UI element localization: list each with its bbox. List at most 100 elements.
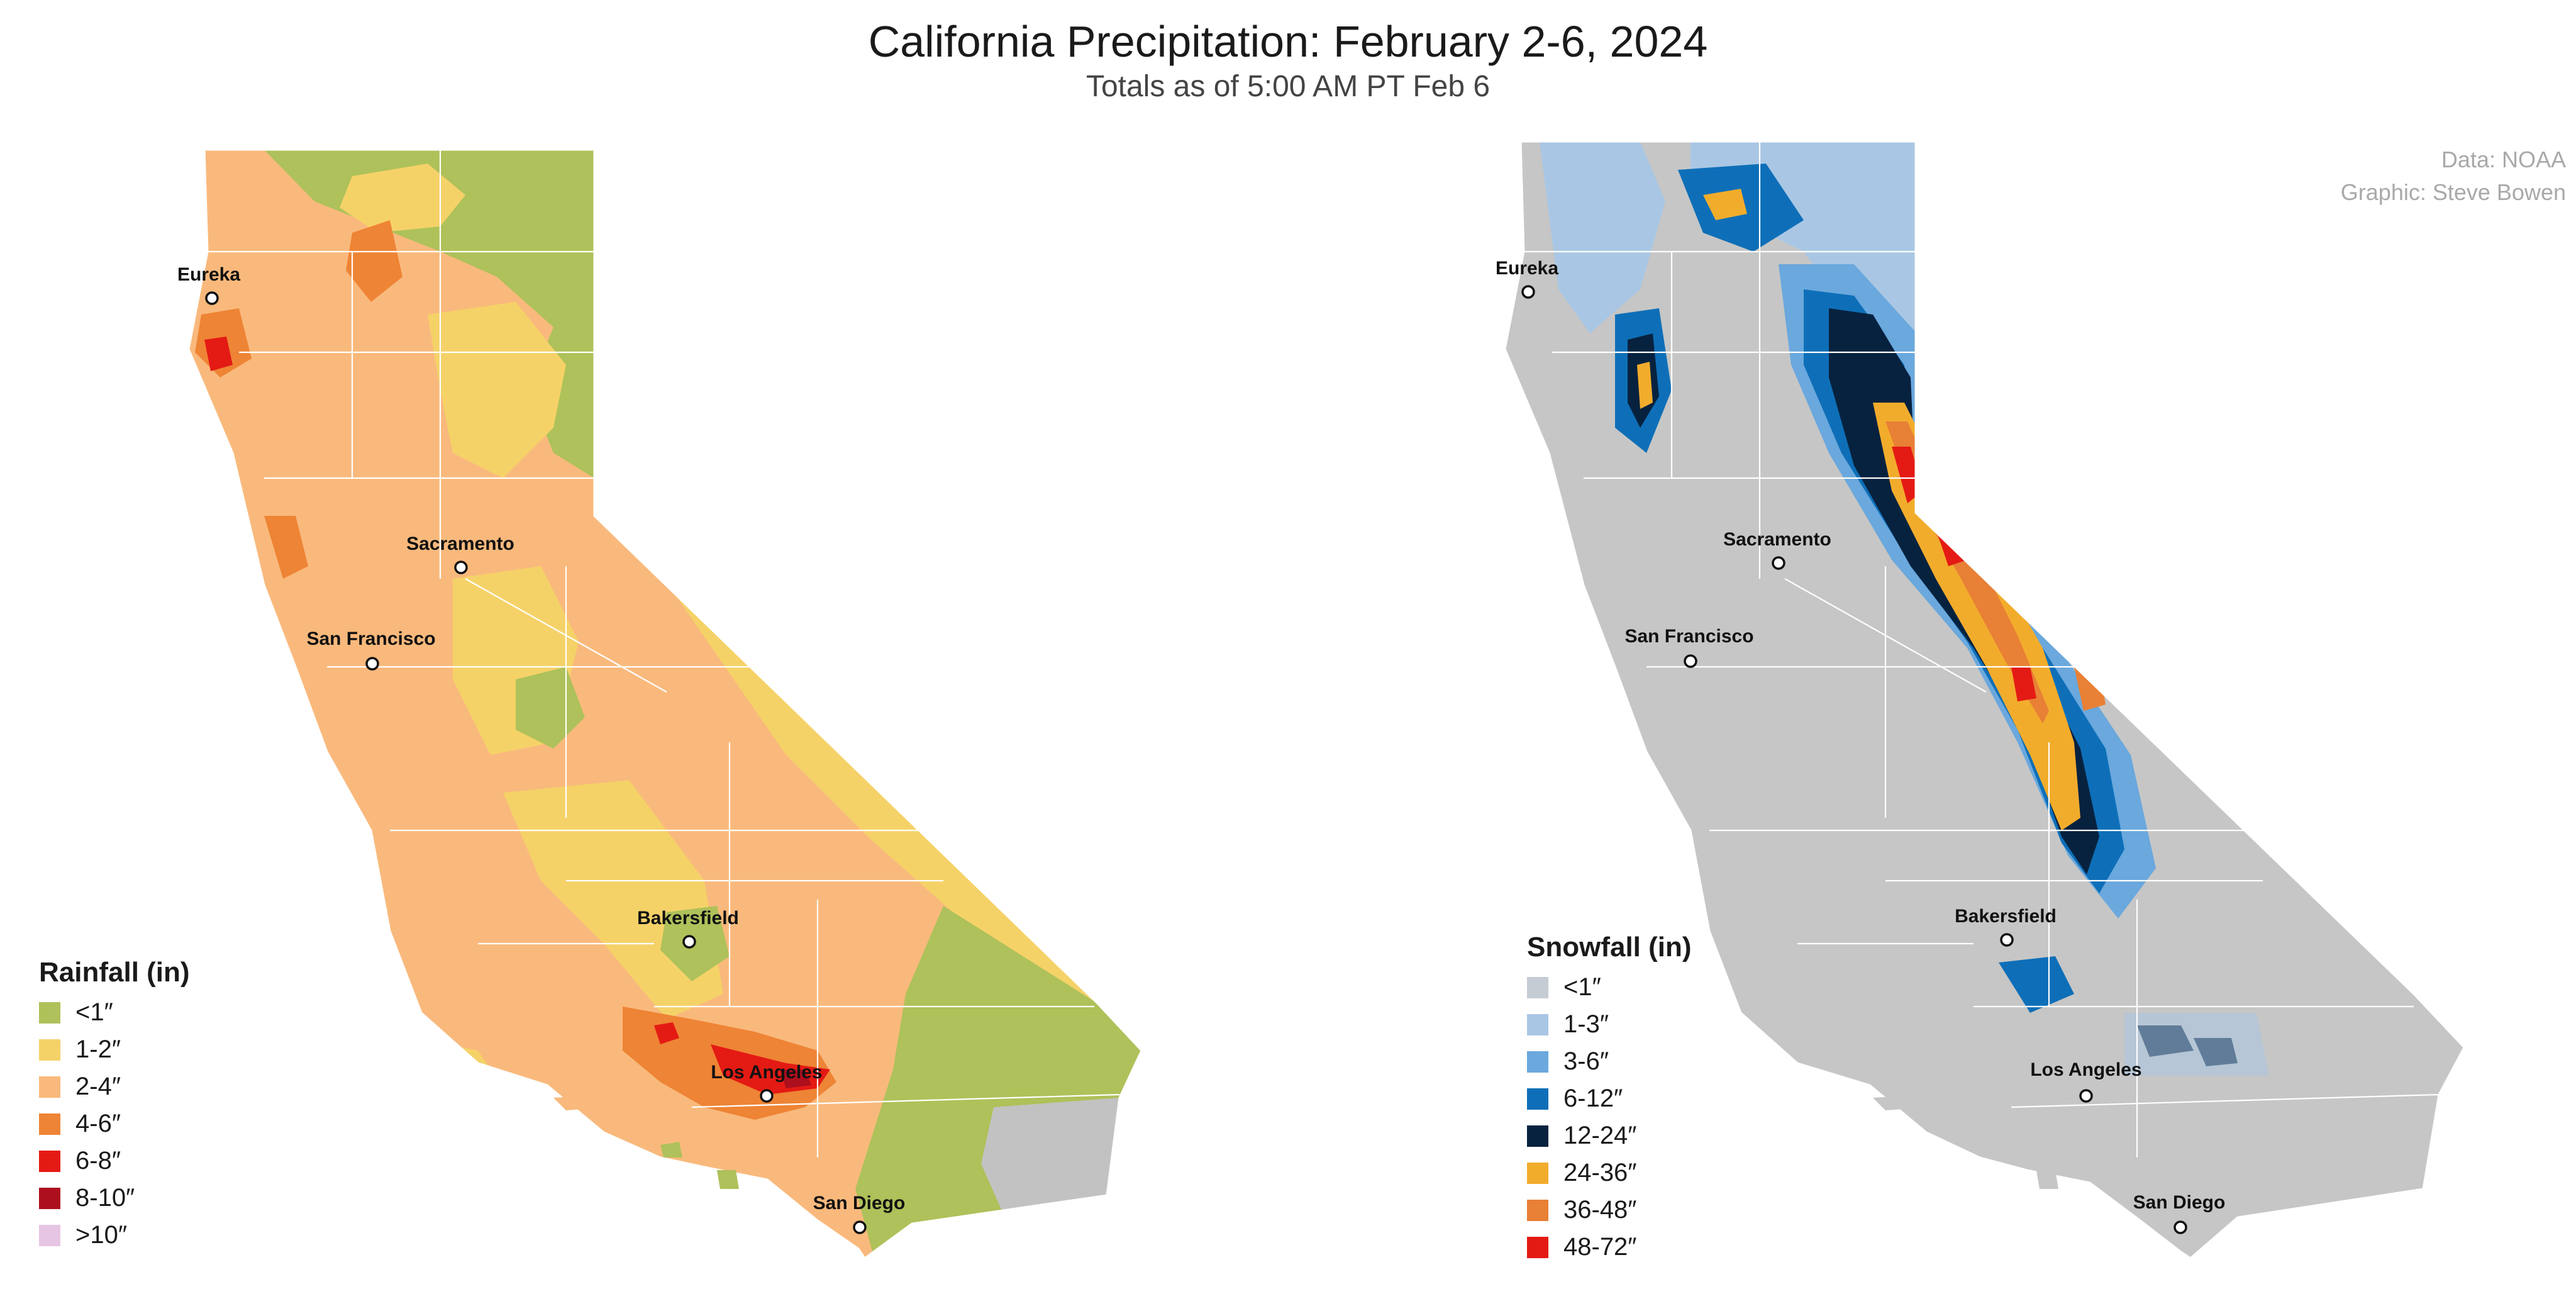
snow-zone-1-3-socal (2124, 1013, 2269, 1076)
snow-zone-24-36-trinity (1637, 362, 1653, 409)
snowfall-legend-row: 1-3″ (1527, 1006, 1692, 1043)
city-label: Bakersfield (1955, 906, 2057, 927)
rain-state-outline (187, 148, 1143, 1258)
snowfall-legend-swatch (1527, 1125, 1548, 1147)
rain-city-san-diego: San Diego (813, 1193, 905, 1234)
rain-county-lines (208, 150, 1120, 1158)
rainfall-legend-swatch (39, 1039, 60, 1061)
rain-zone-4-6-sonoma (264, 516, 308, 579)
rain-city-eureka: Eureka (177, 264, 240, 305)
rain-zone-1-2-valley-north (428, 302, 566, 478)
city-label: Eureka (177, 264, 240, 285)
rainfall-legend-row: 1-2″ (39, 1031, 190, 1068)
city-dot (760, 1089, 774, 1103)
rainfall-legend: Rainfall (in) <1″ 1-2″ 2-4″ 4-6″ 6-8″ 8-10″ >1… (39, 955, 190, 1254)
rainfall-legend-row: <1″ (39, 994, 190, 1031)
snowfall-legend-label: 6-12″ (1563, 1085, 1623, 1112)
rain-city-los-angeles: Los Angeles (711, 1062, 823, 1103)
rain-zone-1-2-north (340, 164, 465, 233)
snow-city-sacramento: Sacramento (1723, 529, 1831, 570)
data-credit: Data: NOAA (2441, 147, 2566, 172)
rainfall-legend-label: >10″ (75, 1221, 128, 1249)
rain-zone-1-2-east-edge (594, 478, 1097, 1025)
city-dot (2174, 1220, 2187, 1234)
snow-state-outline (1504, 140, 2465, 1258)
city-dot (1684, 654, 1697, 668)
city-label: Sacramento (1723, 529, 1831, 550)
rainfall-legend-swatch (39, 1076, 60, 1098)
snowfall-legend-swatch (1527, 1088, 1548, 1110)
snowfall-legend-label: 1-3″ (1563, 1010, 1609, 1038)
snowfall-legend-row: <1″ (1527, 969, 1692, 1006)
page-subtitle: Totals as of 5:00 AM PT Feb 6 (1085, 70, 1491, 103)
rain-islands (553, 1095, 739, 1189)
snow-city-eureka: Eureka (1496, 258, 1558, 299)
city-dot (205, 291, 219, 305)
graphic-credit: Graphic: Steve Bowen (2340, 179, 2566, 205)
snow-county-lines (1524, 142, 2440, 1158)
city-dot (2079, 1089, 2093, 1103)
city-label: Bakersfield (637, 908, 739, 929)
rainfall-legend-swatch (39, 1002, 60, 1024)
snowfall-legend-row: 48-72″ (1527, 1229, 1692, 1266)
snowfall-legend-title: Snowfall (in) (1527, 932, 1692, 963)
rainfall-legend-row: 6-8″ (39, 1142, 190, 1180)
page-title: California Precipitation: February 2-6, … (868, 17, 1708, 66)
snowfall-map: Eureka Sacramento San Francisco Bakersfi… (1496, 140, 2465, 1258)
snow-city-san-francisco: San Francisco (1624, 626, 1754, 668)
snowfall-legend-label: <1″ (1563, 973, 1601, 1001)
rainfall-legend-row: >10″ (39, 1217, 190, 1254)
rain-zone-under-1-ne (264, 150, 594, 478)
rain-zone-8-10-la (780, 1069, 811, 1088)
rainfall-legend-swatch (39, 1224, 60, 1246)
rainfall-legend-swatch (39, 1187, 60, 1209)
rain-zone-1-2-valley-south (503, 780, 723, 1019)
snowfall-legend-swatch (1527, 1199, 1548, 1221)
rainfall-legend-title: Rainfall (in) (39, 957, 190, 988)
rainfall-legend-label: 1-2″ (75, 1035, 121, 1063)
snowfall-legend-row: 12-24″ (1527, 1117, 1692, 1154)
city-label: San Francisco (1624, 626, 1753, 647)
rainfall-legend-label: 8-10″ (75, 1184, 135, 1212)
snowfall-legend-row: 6-12″ (1527, 1080, 1692, 1117)
snowfall-legend-label: 48-72″ (1563, 1233, 1637, 1261)
city-dot (2000, 933, 2014, 947)
city-label: San Francisco (306, 628, 435, 649)
city-dot (365, 657, 379, 671)
snow-city-los-angeles: Los Angeles (2030, 1059, 2142, 1103)
snowfall-legend-swatch (1527, 1051, 1548, 1073)
rainfall-legend-swatch (39, 1113, 60, 1135)
rain-city-sacramento: Sacramento (406, 533, 514, 574)
rainfall-legend-label: 4-6″ (75, 1110, 121, 1137)
rainfall-legend-row: 8-10″ (39, 1180, 190, 1217)
city-label: Los Angeles (711, 1062, 822, 1083)
snowfall-legend-label: 3-6″ (1563, 1047, 1609, 1075)
snowfall-legend-swatch (1527, 1013, 1548, 1035)
rainfall-legend-swatch (39, 1150, 60, 1172)
rain-zone-no-data (981, 1098, 1119, 1220)
snow-zone-48-72-south-sierra (2011, 667, 2036, 701)
city-dot (454, 561, 468, 574)
city-dot (853, 1220, 867, 1234)
snow-zone-24-36-north (1703, 189, 1747, 220)
rain-city-san-francisco: San Francisco (306, 628, 436, 671)
rainfall-legend-row: 4-6″ (39, 1105, 190, 1142)
snowfall-legend-row: 36-48″ (1527, 1191, 1692, 1229)
snow-city-san-diego: San Diego (2133, 1192, 2225, 1234)
credits: Data: NOAA Graphic: Steve Bowen (2341, 143, 2566, 209)
snowfall-legend-label: 24-36″ (1563, 1159, 1637, 1186)
snowfall-legend-label: 36-48″ (1563, 1196, 1637, 1224)
city-dot (1521, 285, 1535, 299)
city-label: Sacramento (406, 533, 514, 554)
rain-zone-6-8-north-coast (204, 337, 233, 371)
snow-islands (1873, 1095, 2058, 1189)
snowfall-legend-row: 24-36″ (1527, 1154, 1692, 1191)
rainfall-map: Eureka Sacramento San Francisco Bakersfi… (177, 148, 1143, 1258)
snow-zone-1-3-nw (1540, 142, 1665, 333)
city-dot (682, 935, 696, 949)
rainfall-legend-label: 2-4″ (75, 1073, 121, 1100)
rain-zone-6-8-ventura (654, 1022, 679, 1044)
rainfall-legend-label: 6-8″ (75, 1147, 121, 1175)
snowfall-legend: Snowfall (in) <1″ 1-3″ 3-6″ 6-12″ 12-24″ 24-3… (1527, 930, 1692, 1266)
snow-city-bakersfield: Bakersfield (1955, 906, 2057, 947)
